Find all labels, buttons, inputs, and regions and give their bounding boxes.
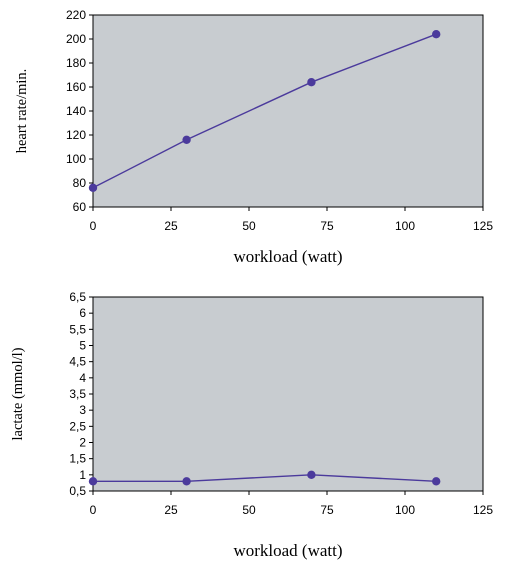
y-tick-label: 120 [66,128,86,142]
data-point [182,135,191,144]
data-point [432,477,441,486]
series-line [92,33,437,189]
y-tick-label: 1 [79,468,86,482]
y-tick-label: 80 [73,176,87,190]
y-tick-label: 100 [66,152,86,166]
y-tick-label: 6 [79,306,86,320]
y-tick-label: 3 [79,403,86,417]
y-tick-label: 220 [66,8,86,22]
x-tick-label: 0 [90,219,97,233]
y-tick-label: 2,5 [69,419,86,433]
x-tick-label: 0 [90,503,97,517]
x-axis-title: workload (watt) [233,247,342,266]
x-tick-label: 100 [395,503,415,517]
y-tick-label: 140 [66,104,86,118]
y-tick-label: 160 [66,80,86,94]
y-tick-label: 4,5 [69,355,86,369]
x-tick-label: 50 [242,219,256,233]
x-tick-label: 25 [164,219,178,233]
x-tick-label: 50 [242,503,256,517]
y-tick-label: 6,5 [69,290,86,304]
x-tick-label: 25 [164,503,178,517]
y-tick-label: 60 [73,200,87,214]
x-axis-title: workload (watt) [233,541,342,560]
x-tick-label: 125 [473,503,493,517]
data-point [182,477,191,486]
data-point [432,30,441,39]
x-tick-label: 100 [395,219,415,233]
y-tick-label: 1,5 [69,452,86,466]
x-tick-label: 125 [473,219,493,233]
y-axis-title: lactate (mmol/l) [10,347,26,440]
data-point [307,470,316,480]
plot-area-1 [92,14,484,208]
data-point [88,183,98,192]
data-point [307,78,316,87]
y-tick-label: 0,5 [69,484,86,498]
plot-area-2 [92,296,484,492]
y-axis-title: heart rate/min. [14,69,30,154]
y-tick-label: 200 [66,32,86,46]
x-tick-label: 75 [320,503,334,517]
x-tick-label: 75 [320,219,334,233]
data-point [88,477,98,486]
y-tick-label: 3,5 [69,387,86,401]
series-line [93,474,437,482]
y-tick-label: 5,5 [69,322,86,336]
y-tick-label: 2 [79,436,86,450]
y-tick-label: 180 [66,56,86,70]
y-tick-label: 4 [79,371,86,385]
y-tick-label: 5 [79,339,86,353]
